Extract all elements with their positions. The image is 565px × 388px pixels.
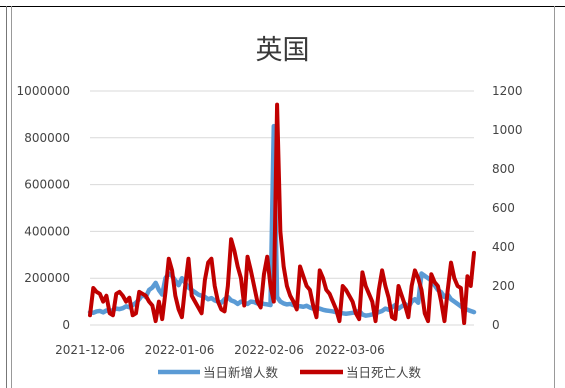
- left-y-tick-label: 800000: [24, 131, 70, 145]
- left-y-tick-label: 600000: [24, 178, 70, 192]
- x-axis: 2021-12-06 2022-01-06 2022-02-06 2022-03-06: [55, 343, 385, 357]
- series-line-2: [88, 102, 476, 326]
- right-y-tick-label: 200: [492, 279, 515, 293]
- x-tick-label: 2022-01-06: [145, 343, 215, 357]
- x-tick-label: 2021-12-06: [55, 343, 125, 357]
- chart-title: 英国: [255, 35, 310, 66]
- frame-top-border: [0, 6, 565, 7]
- left-y-tick-label: 400000: [24, 224, 70, 238]
- frame-left-border: [6, 6, 7, 388]
- left-y-tick-label: 1000000: [17, 84, 70, 98]
- left-y-tick-label: 200000: [24, 271, 70, 285]
- x-tick-label: 2022-03-06: [315, 343, 385, 357]
- right-y-tick-label: 1200: [492, 84, 523, 98]
- legend-label: 当日死亡人数: [346, 365, 422, 380]
- x-tick-label: 2022-02-06: [234, 343, 304, 357]
- frame-left-border-inner: [11, 6, 12, 388]
- right-y-tick-label: 400: [492, 240, 515, 254]
- right-y-tick-label: 600: [492, 201, 515, 215]
- legend-label: 当日新增人数: [203, 365, 279, 380]
- right-y-tick-label: 1000: [492, 123, 523, 137]
- legend: 当日新增人数 当日死亡人数: [158, 365, 422, 380]
- left-y-tick-label: 0: [62, 318, 70, 332]
- gridlines: [90, 90, 474, 326]
- series-group: [87, 102, 477, 326]
- right-y-tick-label: 0: [492, 318, 500, 332]
- frame-right-border: [554, 6, 555, 388]
- left-axis: 0 200000 400000 600000 800000 1000000: [17, 84, 70, 332]
- right-axis: 0 200 400 600 800 1000 1200: [492, 84, 523, 332]
- right-y-tick-label: 800: [492, 162, 515, 176]
